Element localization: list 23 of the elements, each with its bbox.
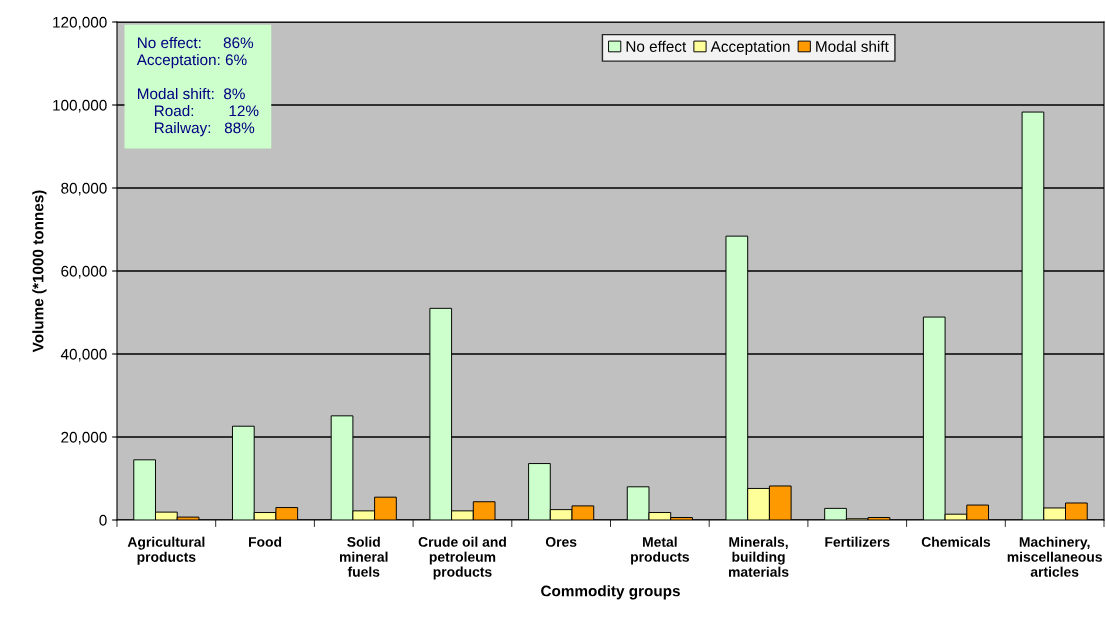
y-tick-label: 100,000 [53, 99, 107, 113]
x-tick-label: Chemicals [921, 536, 991, 547]
text: No effect: 86% Acceptation: 6% Modal shift: 8% Road: 12% Railway: 88% [136, 36, 259, 137]
x-tick-label: Crude oil and petroleum products [418, 536, 506, 580]
x-tick-label: Minerals, building materials [728, 536, 789, 577]
legend-label: No effect [626, 40, 687, 52]
x-tick-label: Agricultural products [127, 536, 205, 565]
x-tick-label: Food [249, 536, 282, 547]
y-tick-label: 80,000 [61, 182, 107, 196]
y-tick-label: 60,000 [61, 265, 107, 279]
x-tick-label: Metal products [631, 536, 689, 565]
y-tick-label: 0 [99, 514, 107, 526]
legend-label: Acceptation [710, 40, 790, 55]
y-axis-title: Volume (*1000 tonnes) [32, 190, 47, 353]
x-tick-label: Solid mineral fuels [339, 536, 388, 577]
y-tick-label: 40,000 [60, 348, 107, 362]
y-tick-label: 20,000 [61, 431, 107, 445]
y-tick-label: 120,000 [53, 16, 107, 30]
legend-label: Modal shift [816, 40, 889, 52]
x-tick-label: Machinery, miscellaneous articles [1007, 536, 1102, 577]
x-axis-title: Commodity groups [541, 585, 680, 600]
x-tick-label: Ores [545, 537, 577, 547]
x-tick-label: Fertilizers [825, 536, 890, 547]
